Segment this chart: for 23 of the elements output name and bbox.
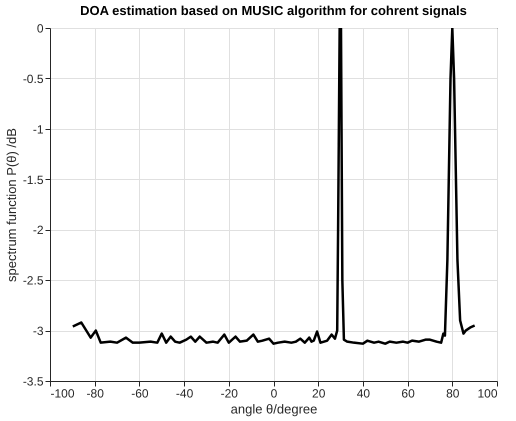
x-tick-label: -40	[176, 386, 194, 400]
y-axis-title: spectrum function P(θ) /dB	[4, 128, 19, 282]
y-tick-label: -1.5	[22, 172, 44, 187]
x-axis-title: angle θ/degree	[230, 402, 318, 416]
y-tick-label: -1	[32, 122, 44, 136]
line-series	[72, 28, 476, 345]
x-tick-label: 60	[401, 386, 416, 400]
x-tick-label: -60	[131, 386, 149, 400]
y-tick-label: -3	[32, 324, 44, 338]
x-tick-label: 20	[312, 386, 326, 400]
chart-title: DOA estimation based on MUSIC algorithm for cohrent signals	[80, 3, 467, 18]
y-tick-label: -2.5	[22, 274, 44, 288]
x-tick-label: 100	[477, 386, 498, 400]
x-tick-label: 0	[270, 386, 278, 400]
y-tick-label: -2	[32, 223, 44, 238]
x-tick-label: -20	[220, 386, 238, 400]
x-tick-label: -100	[50, 386, 75, 400]
x-tick-label: -80	[86, 386, 104, 400]
x-tick-label: 40	[356, 386, 370, 400]
y-tick-label: 0	[36, 22, 44, 36]
y-tick-label: -3.5	[22, 374, 44, 388]
x-tick-label: 80	[446, 386, 460, 400]
y-tick-label: -0.5	[22, 72, 44, 86]
